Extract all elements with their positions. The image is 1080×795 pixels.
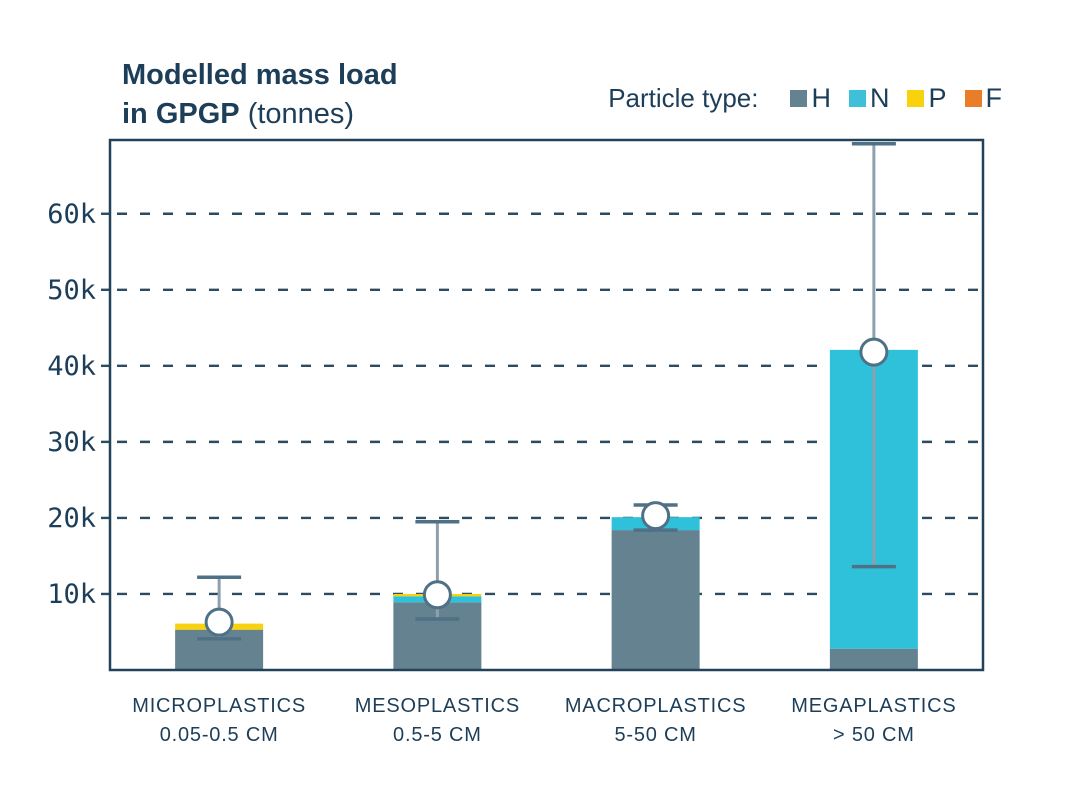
median-marker — [859, 337, 889, 367]
y-tick-label: 50k — [47, 275, 96, 306]
y-tick-label: 60k — [47, 199, 96, 230]
median-marker — [641, 501, 671, 531]
legend-key-h: H — [811, 83, 831, 113]
legend-swatch-n-icon — [848, 90, 866, 107]
legend-swatch-h-icon — [790, 90, 808, 107]
legend-key-f: F — [985, 83, 1003, 113]
x-size-range-label: 0.5-5 CM — [393, 724, 482, 746]
title-text-bold-2: in GPGP — [122, 98, 240, 130]
legend-key-p: P — [928, 83, 947, 113]
x-category-label: MEGAPLASTICS — [791, 695, 956, 717]
x-category-label: MICROPLASTICS — [132, 695, 306, 717]
legend-item-f: F — [964, 83, 1003, 114]
y-tick-label: 40k — [47, 351, 96, 382]
bar-segment-h — [611, 530, 700, 670]
legend-label: Particle type: — [608, 83, 759, 113]
x-size-range-label: > 50 CM — [833, 724, 915, 746]
legend-item-h: H — [790, 83, 831, 114]
legend-swatch-p-icon — [907, 90, 925, 107]
x-size-range-label: 5-50 CM — [614, 724, 696, 746]
legend-swatch-f-icon — [964, 90, 982, 107]
median-marker — [204, 607, 234, 637]
bar-segment-h — [829, 648, 918, 670]
x-size-range-label: 0.05-0.5 CM — [160, 724, 279, 746]
y-tick-label: 20k — [47, 503, 96, 534]
title-unit: (tonnes) — [247, 98, 355, 130]
y-tick-label: 10k — [47, 579, 96, 610]
x-category-label: MESOPLASTICS — [355, 695, 520, 717]
legend-item-p: P — [907, 83, 947, 114]
x-category-label: MACROPLASTICS — [565, 695, 747, 717]
legend-item-n: N — [848, 83, 890, 114]
legend-key-n: N — [869, 83, 890, 113]
y-tick-label: 30k — [47, 427, 96, 458]
plot-frame — [108, 138, 985, 672]
legend: Particle type: H N P F — [608, 83, 1002, 114]
stacked-bar-chart: 10k 20k 30k 40k 50k 60k MICROPLASTICS 0.05-0.5 … — [47, 138, 985, 746]
chart-title: Modelled mass load in GPGP (tonnes) — [122, 56, 398, 134]
title-line-1: Modelled mass load — [122, 56, 398, 95]
median-marker — [422, 580, 452, 610]
title-text-bold-1: Modelled mass load — [122, 59, 398, 91]
title-line-2: in GPGP (tonnes) — [122, 95, 398, 134]
